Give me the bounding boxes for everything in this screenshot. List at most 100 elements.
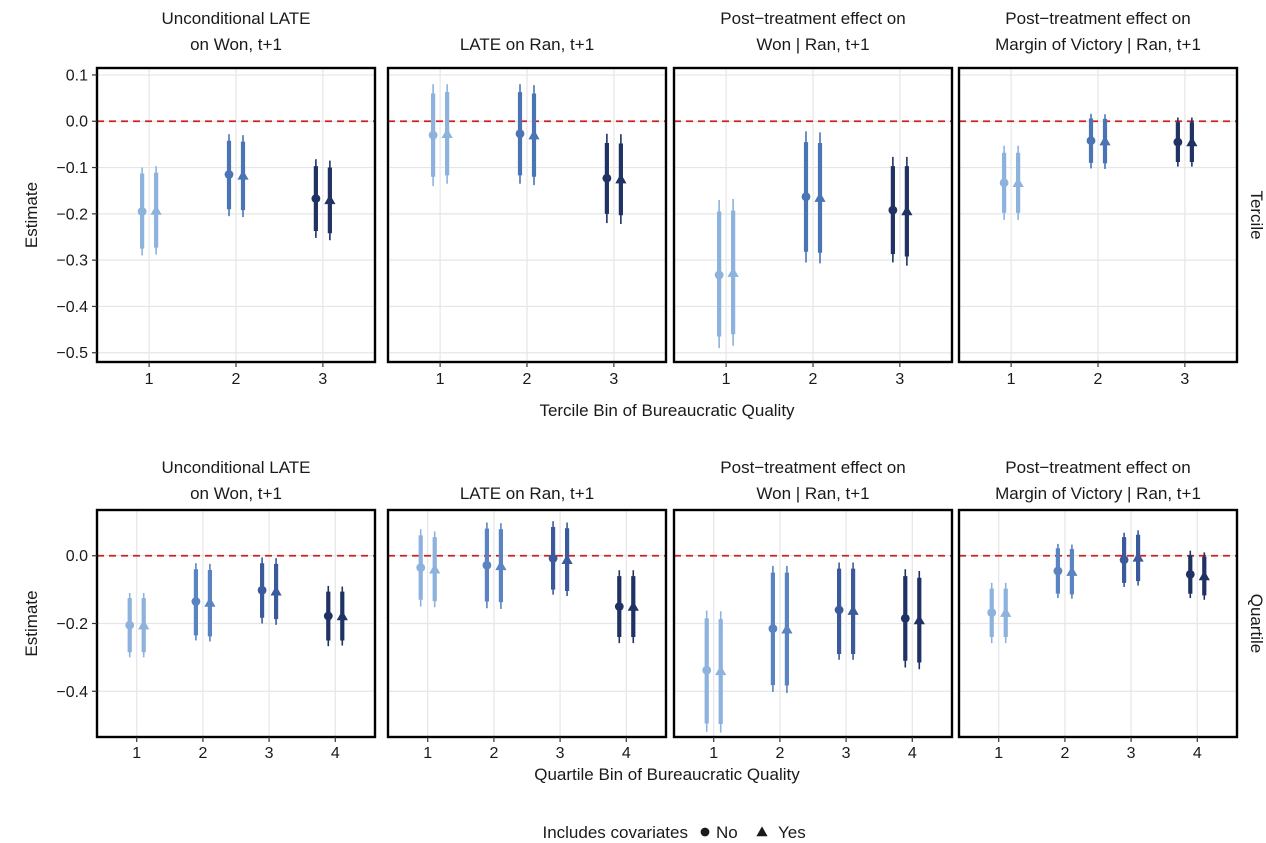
x-tick-label: 4 (1193, 745, 1202, 762)
panel-title-line1: Post−treatment effect on (1005, 9, 1190, 28)
estimate-point-with-covariates (324, 194, 336, 205)
estimate-point-no-covariates (1185, 569, 1195, 579)
estimate-point-with-covariates (429, 563, 441, 574)
estimate-point-no-covariates (1086, 136, 1096, 146)
x-tick-label: 3 (1127, 745, 1136, 762)
panel-frame (957, 508, 1239, 739)
y-tick-label: −0.2 (56, 616, 88, 633)
estimate-point-no-covariates (1173, 137, 1183, 147)
panel-frame (386, 508, 668, 739)
estimate-point-with-covariates (901, 205, 913, 216)
x-tick-label: 1 (436, 371, 445, 388)
legend-title: Includes covariates (542, 823, 688, 842)
estimate-point-no-covariates (323, 611, 333, 621)
legend-label-no: No (716, 823, 738, 842)
x-axis-label: Quartile Bin of Bureaucratic Quality (534, 765, 800, 784)
panel-title-line2: Margin of Victory | Ran, t+1 (995, 35, 1201, 54)
estimate-point-with-covariates (913, 614, 925, 625)
x-tick-label: 3 (265, 745, 274, 762)
panel-title-line1: Post−treatment effect on (1005, 458, 1190, 477)
estimate-point-no-covariates (416, 563, 426, 572)
panel-title-line2: Won | Ran, t+1 (756, 484, 869, 503)
y-tick-label: −0.4 (56, 299, 88, 316)
estimate-point-with-covariates (204, 596, 216, 607)
estimate-point-no-covariates (548, 554, 558, 563)
estimate-point-no-covariates (1053, 566, 1063, 576)
x-tick-label: 4 (622, 745, 631, 762)
x-tick-label: 1 (709, 745, 718, 762)
panel-title: LATE on Ran, t+1 (460, 35, 594, 54)
estimate-point-no-covariates (191, 597, 201, 606)
panel-title: LATE on Ran, t+1 (460, 484, 594, 503)
legend-marker-triangle (756, 826, 768, 837)
estimate-point-no-covariates (714, 270, 724, 280)
y-tick-label: 0.0 (66, 114, 88, 131)
estimate-point-no-covariates (125, 620, 135, 630)
x-axis-label: Tercile Bin of Bureaucratic Quality (539, 401, 795, 420)
y-tick-label: 0.1 (66, 67, 88, 84)
estimate-point-no-covariates (602, 173, 612, 183)
estimate-point-with-covariates (781, 623, 793, 634)
estimate-point-no-covariates (900, 614, 910, 623)
estimate-point-with-covariates (150, 205, 162, 215)
x-tick-label: 2 (1060, 745, 1069, 762)
x-tick-label: 1 (145, 371, 154, 388)
estimate-point-no-covariates (614, 602, 624, 611)
estimate-point-with-covariates (561, 554, 573, 565)
estimate-point-with-covariates (615, 173, 627, 184)
y-tick-label: −0.2 (56, 206, 88, 223)
estimate-point-with-covariates (270, 585, 282, 596)
x-tick-label: 3 (318, 371, 327, 388)
estimate-point-no-covariates (768, 624, 778, 633)
estimate-point-no-covariates (515, 129, 525, 139)
estimate-point-no-covariates (888, 205, 898, 215)
panel-title-line2: Won | Ran, t+1 (756, 35, 869, 54)
x-tick-label: 2 (523, 371, 532, 388)
estimate-point-no-covariates (987, 608, 997, 618)
x-tick-label: 4 (331, 745, 340, 762)
x-tick-label: 2 (1094, 371, 1103, 388)
panel-title-line1: Post−treatment effect on (720, 458, 905, 477)
x-tick-label: 4 (908, 745, 917, 762)
panel-title-line1: Post−treatment effect on (720, 9, 905, 28)
x-tick-label: 3 (1180, 371, 1189, 388)
estimate-point-with-covariates (627, 600, 639, 611)
estimate-point-no-covariates (428, 130, 438, 140)
row-strip-label: Tercile (1247, 190, 1266, 239)
x-tick-label: 1 (994, 745, 1003, 762)
legend-marker-circle (700, 827, 710, 837)
x-tick-label: 2 (489, 745, 498, 762)
estimate-point-no-covariates (999, 178, 1009, 188)
estimate-point-with-covariates (1198, 570, 1210, 581)
estimate-point-no-covariates (834, 605, 844, 615)
estimate-point-with-covariates (336, 610, 348, 621)
y-tick-label: −0.1 (56, 160, 88, 177)
estimate-point-with-covariates (528, 129, 540, 140)
x-tick-label: 1 (722, 371, 731, 388)
x-tick-label: 1 (423, 745, 432, 762)
estimate-point-with-covariates (441, 128, 453, 138)
panel-title-line2: on Won, t+1 (190, 35, 282, 54)
estimate-point-with-covariates (715, 665, 727, 676)
x-tick-label: 1 (1007, 371, 1016, 388)
estimate-point-no-covariates (1119, 555, 1129, 565)
x-tick-label: 2 (232, 371, 241, 388)
estimate-point-with-covariates (1012, 177, 1024, 188)
x-tick-label: 2 (198, 745, 207, 762)
estimate-point-with-covariates (847, 605, 859, 615)
panel-title-line2: on Won, t+1 (190, 484, 282, 503)
panel-frame (672, 508, 954, 739)
legend-label-yes: Yes (778, 823, 806, 842)
x-tick-label: 3 (842, 745, 851, 762)
panel-title-line1: Unconditional LATE (162, 458, 311, 477)
y-tick-label: −0.4 (56, 684, 88, 701)
row-strip-label: Quartile (1247, 594, 1266, 654)
estimate-point-no-covariates (702, 665, 712, 675)
x-tick-label: 3 (609, 371, 618, 388)
y-axis-label: Estimate (22, 590, 41, 656)
estimate-point-with-covariates (1066, 566, 1078, 576)
x-tick-label: 2 (809, 371, 818, 388)
estimate-point-with-covariates (138, 619, 150, 630)
estimate-point-with-covariates (1186, 136, 1198, 147)
